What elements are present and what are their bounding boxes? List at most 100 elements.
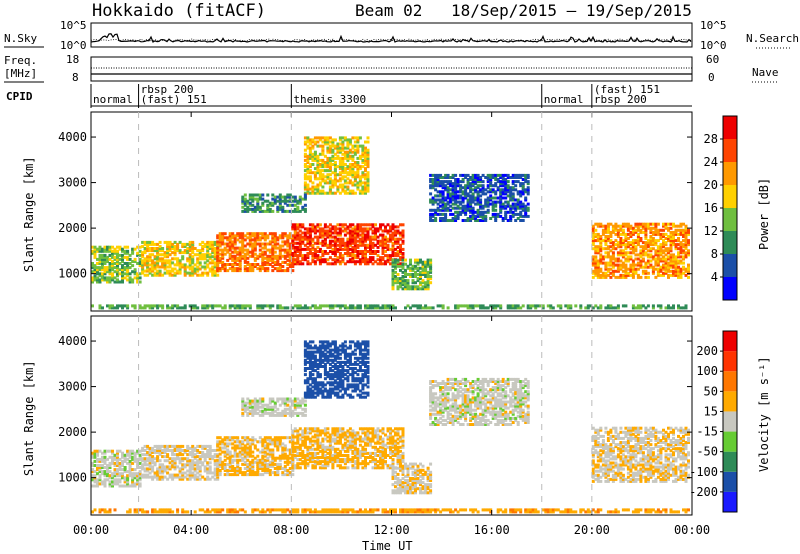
heatmap-cell bbox=[206, 461, 210, 465]
heatmap-cell bbox=[306, 175, 310, 179]
heatmap-cell bbox=[308, 187, 312, 191]
heatmap-cell bbox=[246, 263, 250, 266]
heatmap-cell bbox=[481, 306, 485, 310]
heatmap-cell bbox=[193, 267, 197, 271]
heatmap-cell bbox=[133, 260, 137, 263]
heatmap-cell bbox=[301, 454, 305, 457]
heatmap-cell bbox=[434, 217, 438, 220]
heatmap-cell bbox=[494, 182, 498, 186]
heatmap-cell bbox=[476, 304, 480, 308]
heatmap-cell bbox=[238, 454, 242, 458]
heatmap-cell bbox=[106, 449, 109, 453]
cpid-segment-label: normal bbox=[544, 93, 584, 106]
heatmap-cell bbox=[356, 181, 360, 185]
heatmap-cell bbox=[266, 267, 270, 271]
heatmap-cell bbox=[591, 306, 595, 310]
heatmap-cell bbox=[621, 230, 625, 234]
heatmap-cell bbox=[464, 206, 468, 210]
heatmap-cell bbox=[241, 462, 245, 466]
heatmap-cell bbox=[366, 165, 370, 169]
heatmap-cell bbox=[426, 270, 430, 274]
heatmap-cell bbox=[191, 467, 195, 471]
heatmap-cell bbox=[228, 467, 232, 470]
heatmap-cell bbox=[526, 208, 530, 212]
heatmap-cell bbox=[399, 247, 402, 251]
heatmap-cell bbox=[218, 236, 222, 240]
heatmap-cell bbox=[346, 173, 350, 177]
heatmap-cell bbox=[291, 435, 295, 439]
heatmap-cell bbox=[191, 473, 195, 477]
heatmap-cell bbox=[426, 262, 430, 266]
heatmap-cell bbox=[116, 474, 119, 478]
noise-panel-frame bbox=[90, 22, 693, 48]
heatmap-cell bbox=[316, 229, 320, 233]
heatmap-cell bbox=[601, 228, 605, 232]
heatmap-cell bbox=[316, 191, 320, 195]
heatmap-cell bbox=[286, 244, 290, 248]
heatmap-cell bbox=[369, 252, 372, 255]
heatmap-cell bbox=[318, 241, 322, 245]
heatmap-cell bbox=[662, 228, 665, 232]
heatmap-cell bbox=[616, 259, 620, 263]
station-title: Hokkaido (fitACF) bbox=[92, 1, 266, 21]
heatmap-cell bbox=[123, 268, 127, 272]
heatmap-cell bbox=[516, 212, 520, 216]
heatmap-cell bbox=[431, 306, 435, 310]
heatmap-cell bbox=[96, 262, 99, 265]
heatmap-cell bbox=[188, 446, 192, 450]
heatmap-cell bbox=[401, 279, 405, 283]
heatmap-cell bbox=[96, 272, 99, 276]
heatmap-cell bbox=[161, 259, 165, 263]
heatmap-cell bbox=[371, 225, 375, 229]
heatmap-cell bbox=[343, 171, 347, 175]
heatmap-cell bbox=[519, 194, 523, 198]
heatmap-cell bbox=[121, 247, 124, 251]
heatmap-cell bbox=[651, 239, 655, 243]
heatmap-cell bbox=[166, 255, 170, 259]
heatmap-cell bbox=[203, 265, 207, 269]
heatmap-cell bbox=[253, 197, 257, 201]
heatmap-cell bbox=[371, 304, 375, 308]
heatmap-cell bbox=[238, 444, 242, 448]
heatmap-cell bbox=[303, 304, 307, 308]
heatmap-cell bbox=[293, 207, 297, 211]
heatmap-cell bbox=[351, 227, 355, 231]
heatmap-cell bbox=[341, 142, 345, 146]
heatmap-cell bbox=[682, 239, 685, 243]
heatmap-cell bbox=[158, 240, 162, 244]
heatmap-cell bbox=[256, 203, 260, 207]
heatmap-cell bbox=[238, 452, 242, 456]
heatmap-cell bbox=[101, 274, 104, 278]
heatmap-cell bbox=[659, 228, 663, 232]
heatmap-cell bbox=[341, 148, 345, 152]
heatmap-cell bbox=[96, 280, 99, 284]
heatmap-cell bbox=[456, 212, 460, 216]
heatmap-cell bbox=[201, 271, 205, 275]
heatmap-cell bbox=[151, 240, 155, 244]
heatmap-cell bbox=[386, 258, 390, 262]
heatmap-cell bbox=[471, 200, 475, 204]
heatmap-cell bbox=[251, 473, 255, 477]
heatmap-cell bbox=[276, 304, 280, 308]
heatmap-cell bbox=[251, 199, 255, 203]
heatmap-cell bbox=[108, 257, 112, 261]
heatmap-cell bbox=[191, 257, 195, 261]
heatmap-cell bbox=[356, 150, 360, 154]
heatmap-cell bbox=[651, 247, 655, 251]
heatmap-cell bbox=[283, 446, 287, 450]
heatmap-cell bbox=[263, 444, 267, 448]
heatmap-cell bbox=[639, 255, 643, 259]
heatmap-cell bbox=[454, 200, 458, 204]
heatmap-cell bbox=[156, 467, 160, 471]
heatmap-cell bbox=[296, 429, 300, 433]
heatmap-cell bbox=[288, 244, 292, 248]
heatmap-cell bbox=[191, 271, 195, 275]
heatmap-cell bbox=[366, 227, 370, 231]
heatmap-cell bbox=[308, 241, 312, 245]
heatmap-cell bbox=[639, 265, 643, 269]
heatmap-cell bbox=[386, 256, 390, 260]
heatmap-cell bbox=[231, 246, 235, 250]
heatmap-cell bbox=[333, 260, 337, 264]
heatmap-cell bbox=[301, 235, 305, 239]
heatmap-cell bbox=[123, 245, 127, 249]
